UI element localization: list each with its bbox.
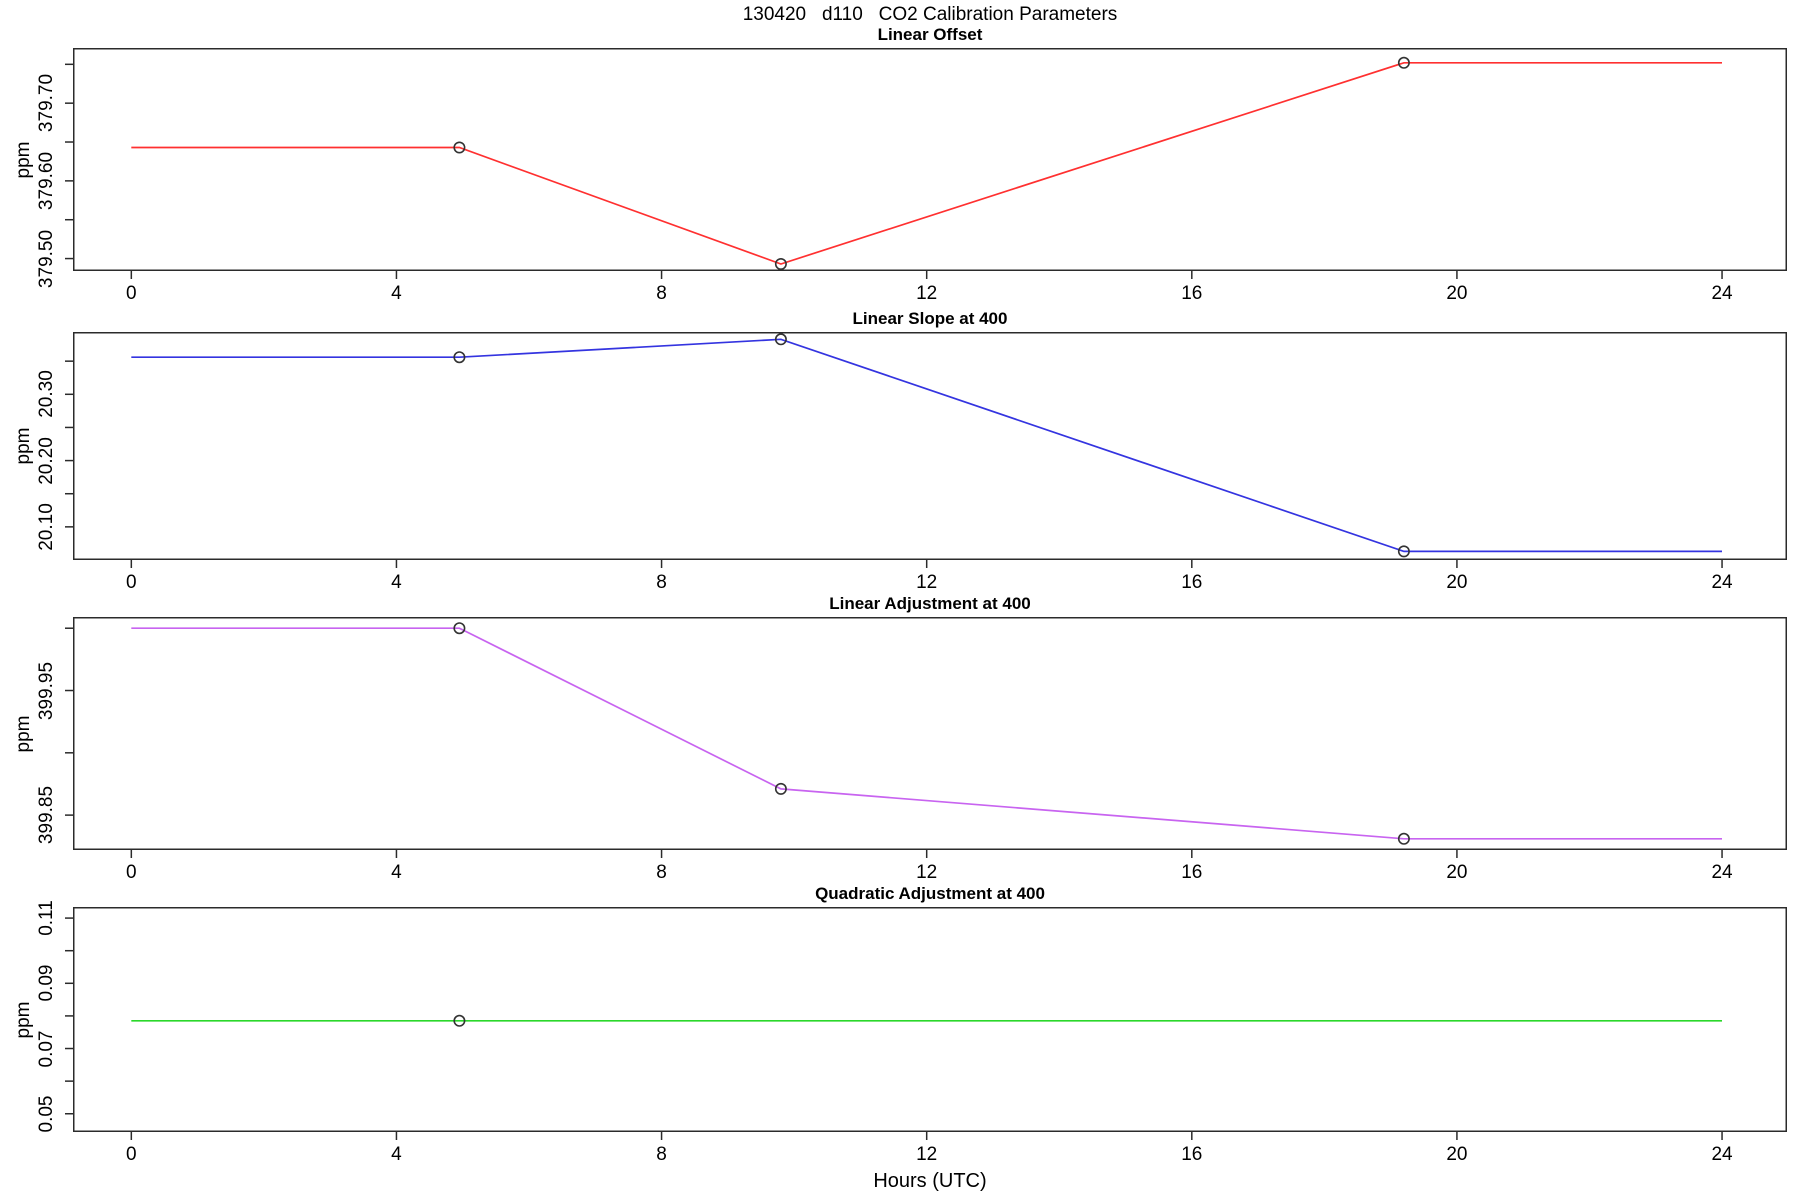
y-tick-label: 399.95 xyxy=(36,661,57,720)
data-point-marker xyxy=(453,141,466,154)
y-axis-label: ppm xyxy=(13,715,34,752)
x-tick-label: 20 xyxy=(1446,283,1468,304)
data-point-marker xyxy=(453,1014,466,1027)
data-line xyxy=(131,627,1722,840)
x-tick-label: 8 xyxy=(656,572,667,593)
x-tick-label: 24 xyxy=(1711,572,1733,593)
panel-title: Quadratic Adjustment at 400 xyxy=(815,884,1045,903)
x-tick-label: 12 xyxy=(916,1144,938,1165)
x-tick-label: 20 xyxy=(1446,862,1468,883)
y-tick-label: 20.20 xyxy=(36,436,57,485)
x-tick-label: 24 xyxy=(1711,283,1733,304)
x-tick-label: 8 xyxy=(656,283,667,304)
y-tick-label: 379.60 xyxy=(36,151,57,210)
x-tick-label: 0 xyxy=(126,283,137,304)
y-axis-label: ppm xyxy=(13,1001,34,1038)
y-tick-label: 0.09 xyxy=(36,964,57,1002)
y-tick-label: 0.11 xyxy=(36,900,57,936)
y-axis-label: ppm xyxy=(13,427,34,465)
x-tick-label: 20 xyxy=(1446,1144,1468,1165)
panel-plot xyxy=(65,48,1787,279)
panel-title: Linear Offset xyxy=(877,25,983,44)
x-tick-label: 0 xyxy=(126,572,137,593)
y-tick-label: 379.50 xyxy=(36,229,57,288)
data-point-marker xyxy=(774,333,787,346)
y-tick-label: 0.07 xyxy=(36,1030,57,1068)
x-tick-label: 12 xyxy=(916,283,938,304)
x-tick-label: 4 xyxy=(391,572,402,593)
y-tick-label: 379.70 xyxy=(36,74,57,133)
x-tick-label: 4 xyxy=(391,1144,402,1165)
x-tick-label: 16 xyxy=(1181,572,1203,593)
plot-border xyxy=(73,48,1787,271)
x-tick-label: 0 xyxy=(126,1144,137,1165)
panel-title: Linear Adjustment at 400 xyxy=(829,594,1031,613)
x-tick-label: 12 xyxy=(916,572,938,593)
data-point-marker xyxy=(453,622,466,635)
plot-border xyxy=(73,617,1787,850)
data-point-marker xyxy=(453,351,466,364)
plot-border xyxy=(73,907,1787,1132)
x-tick-label: 24 xyxy=(1711,862,1733,883)
y-tick-label: 0.05 xyxy=(36,1095,57,1133)
x-axis-label: Hours (UTC) xyxy=(873,1170,987,1192)
panel-title: Linear Slope at 400 xyxy=(852,309,1008,328)
x-tick-label: 24 xyxy=(1711,1144,1733,1165)
panel-plot xyxy=(65,907,1787,1140)
x-tick-label: 4 xyxy=(391,283,402,304)
data-point-marker xyxy=(1397,545,1410,558)
y-tick-label: 20.10 xyxy=(36,503,57,551)
y-tick-label: 399.85 xyxy=(36,786,57,845)
y-tick-label: 20.30 xyxy=(36,370,57,419)
x-tick-label: 16 xyxy=(1181,862,1203,883)
data-point-marker xyxy=(774,258,787,271)
x-tick-label: 20 xyxy=(1446,572,1468,593)
data-point-marker xyxy=(1397,56,1410,69)
data-point-marker xyxy=(774,782,787,795)
x-tick-label: 0 xyxy=(126,862,137,883)
y-axis-label: ppm xyxy=(13,141,34,178)
data-point-marker xyxy=(1397,832,1410,845)
data-line xyxy=(131,61,1722,265)
x-tick-label: 16 xyxy=(1181,283,1203,304)
x-tick-label: 8 xyxy=(656,1144,667,1165)
plot-border xyxy=(73,332,1787,560)
data-line xyxy=(131,338,1722,553)
panel-plot xyxy=(65,332,1787,568)
figure-title: 130420 d110 CO2 Calibration Parameters xyxy=(742,4,1118,25)
x-tick-label: 16 xyxy=(1181,1144,1203,1165)
panel-plot xyxy=(65,617,1787,858)
x-tick-label: 8 xyxy=(656,862,667,883)
x-tick-label: 12 xyxy=(916,862,938,883)
x-tick-label: 4 xyxy=(391,862,402,883)
